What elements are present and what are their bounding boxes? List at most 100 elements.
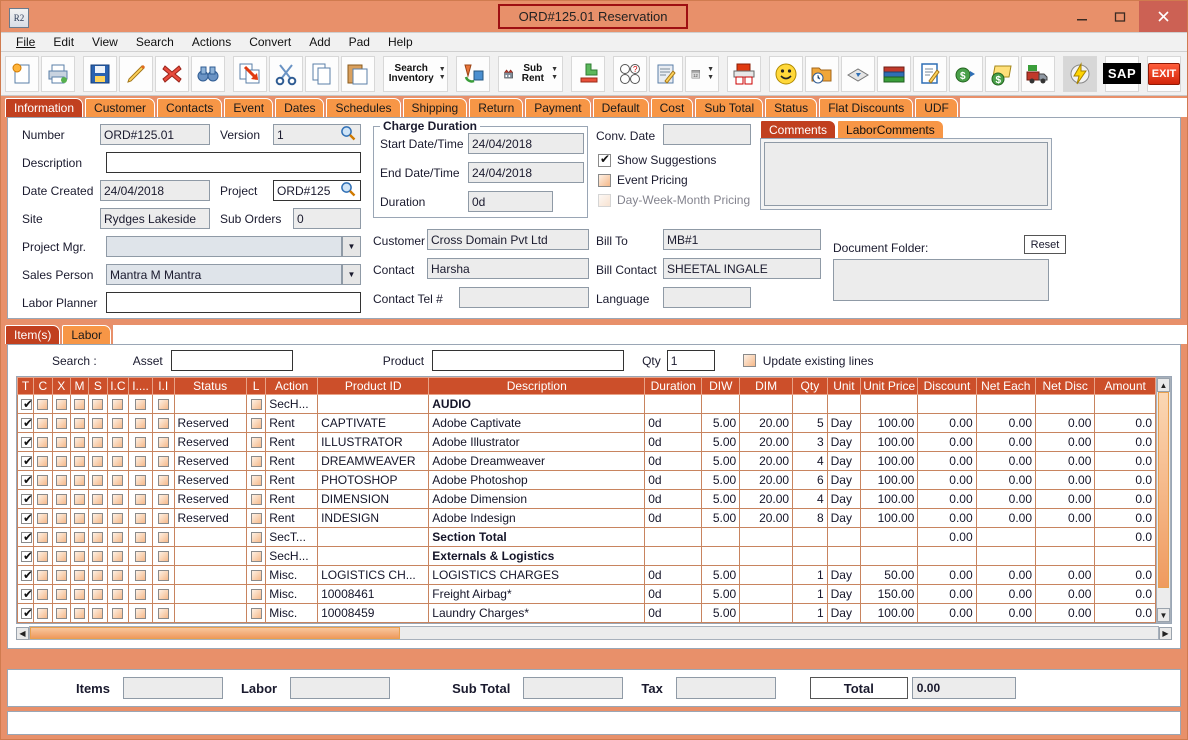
cell-discount[interactable]: 0.00 xyxy=(917,489,977,509)
cell-description[interactable]: Freight Airbag* xyxy=(428,584,646,604)
col-s[interactable]: S xyxy=(88,377,108,395)
row-checkbox[interactable] xyxy=(92,608,104,620)
row-checkbox[interactable] xyxy=(55,532,67,544)
invoice-money-icon[interactable]: $ xyxy=(985,55,1019,92)
event-pricing-checkbox[interactable] xyxy=(598,173,611,187)
row-checkbox[interactable] xyxy=(135,437,147,449)
cell-unit-price[interactable]: 100.00 xyxy=(860,489,919,509)
cell-net-each[interactable]: 0.00 xyxy=(975,489,1037,509)
row-checkbox[interactable] xyxy=(92,570,104,582)
cell-description[interactable]: AUDIO xyxy=(428,394,646,414)
cell-t[interactable] xyxy=(17,584,35,604)
cell-l[interactable] xyxy=(245,470,267,490)
menu-view[interactable]: View xyxy=(92,35,118,49)
cell-duration[interactable] xyxy=(644,527,703,547)
row-checkbox[interactable] xyxy=(92,532,104,544)
cell-s[interactable] xyxy=(88,527,108,547)
cell-net-disc[interactable] xyxy=(1034,527,1096,547)
cell-l[interactable] xyxy=(245,489,267,509)
cell-m[interactable] xyxy=(69,508,90,528)
scroll-up-button[interactable]: ▲ xyxy=(1157,378,1170,392)
language-field[interactable] xyxy=(663,287,751,308)
cell-unit[interactable]: Day xyxy=(826,413,862,433)
row-checkbox[interactable] xyxy=(37,532,49,544)
row-checkbox[interactable] xyxy=(21,416,33,430)
cell-amount[interactable]: 0.0 xyxy=(1094,603,1156,623)
cell-m[interactable] xyxy=(69,413,90,433)
search-icon[interactable] xyxy=(340,125,357,142)
cell-diw[interactable]: 5.00 xyxy=(701,565,741,585)
labor-planner-field[interactable] xyxy=(106,292,361,313)
table-row[interactable]: Misc.LOGISTICS CH...LOGISTICS CHARGES0d5… xyxy=(17,565,1156,585)
cell-net-each[interactable]: 0.00 xyxy=(975,584,1037,604)
cell-dim[interactable]: 20.00 xyxy=(739,413,794,433)
row-checkbox[interactable] xyxy=(21,435,33,449)
row-checkbox[interactable] xyxy=(157,475,169,487)
cell-duration[interactable]: 0d xyxy=(644,470,703,490)
cell-duration[interactable]: 0d xyxy=(644,584,703,604)
cell-product-id[interactable] xyxy=(317,394,430,414)
cell-description[interactable]: Adobe Photoshop xyxy=(428,470,646,490)
row-checkbox[interactable] xyxy=(92,456,104,468)
cell-net-disc[interactable]: 0.00 xyxy=(1034,489,1096,509)
cell-s[interactable] xyxy=(88,470,108,490)
row-checkbox[interactable] xyxy=(74,418,86,430)
cell-unit-price[interactable]: 50.00 xyxy=(860,565,919,585)
cell-m[interactable] xyxy=(69,394,90,414)
cell-i[interactable] xyxy=(128,413,153,433)
cell-status[interactable] xyxy=(173,546,247,566)
cell-ii[interactable] xyxy=(151,489,175,509)
chevron-down-icon[interactable]: ▼ ▼ xyxy=(551,65,558,81)
cell-duration[interactable]: 0d xyxy=(644,451,703,471)
row-checkbox[interactable] xyxy=(157,513,169,525)
document-folder-field[interactable] xyxy=(833,259,1049,301)
cell-x[interactable] xyxy=(51,565,71,585)
cell-diw[interactable]: 5.00 xyxy=(701,432,741,452)
cell-discount[interactable]: 0.00 xyxy=(917,413,977,433)
row-checkbox[interactable] xyxy=(74,494,86,506)
cell-amount[interactable]: 0.0 xyxy=(1094,451,1156,471)
cell-discount[interactable]: 0.00 xyxy=(917,565,977,585)
cell-status[interactable] xyxy=(173,603,247,623)
cell-ic[interactable] xyxy=(106,432,130,452)
cell-description[interactable]: Externals & Logistics xyxy=(428,546,646,566)
version-field[interactable]: 1 xyxy=(273,124,361,145)
menu-edit[interactable]: Edit xyxy=(53,35,75,49)
tab-information[interactable]: Information xyxy=(5,98,84,117)
col-ic[interactable]: I.C xyxy=(106,377,130,395)
show-suggestions-row[interactable]: Show Suggestions xyxy=(598,152,716,167)
cell-t[interactable] xyxy=(17,451,35,471)
row-checkbox[interactable] xyxy=(135,551,147,563)
cell-dim[interactable] xyxy=(739,546,794,566)
row-checkbox[interactable] xyxy=(92,494,104,506)
end-date-field[interactable]: 24/04/2018 xyxy=(468,162,584,183)
row-checkbox[interactable] xyxy=(37,589,49,601)
cell-diw[interactable] xyxy=(701,527,741,547)
cell-unit[interactable] xyxy=(826,546,862,566)
cell-description[interactable]: Adobe Captivate xyxy=(428,413,646,433)
menu-convert[interactable]: Convert xyxy=(249,35,292,49)
cell-c[interactable] xyxy=(33,470,53,490)
project-field[interactable]: ORD#125 xyxy=(273,180,361,201)
cell-qty[interactable] xyxy=(792,394,828,414)
cell-status[interactable] xyxy=(173,565,247,585)
cell-l[interactable] xyxy=(245,584,267,604)
row-checkbox[interactable] xyxy=(55,570,67,582)
cell-l[interactable] xyxy=(245,451,267,471)
edit-pencil-icon[interactable] xyxy=(119,55,153,92)
save-icon[interactable] xyxy=(83,55,117,92)
cell-amount[interactable]: 0.0 xyxy=(1094,470,1156,490)
tab-comments[interactable]: Comments xyxy=(760,120,837,138)
row-checkbox[interactable] xyxy=(250,494,262,506)
row-checkbox[interactable] xyxy=(21,530,33,544)
row-checkbox[interactable] xyxy=(135,532,147,544)
cell-i[interactable] xyxy=(128,394,153,414)
cell-product-id[interactable]: DREAMWEAVER xyxy=(317,451,430,471)
row-checkbox[interactable] xyxy=(157,437,169,449)
cell-l[interactable] xyxy=(245,413,267,433)
row-checkbox[interactable] xyxy=(135,494,147,506)
